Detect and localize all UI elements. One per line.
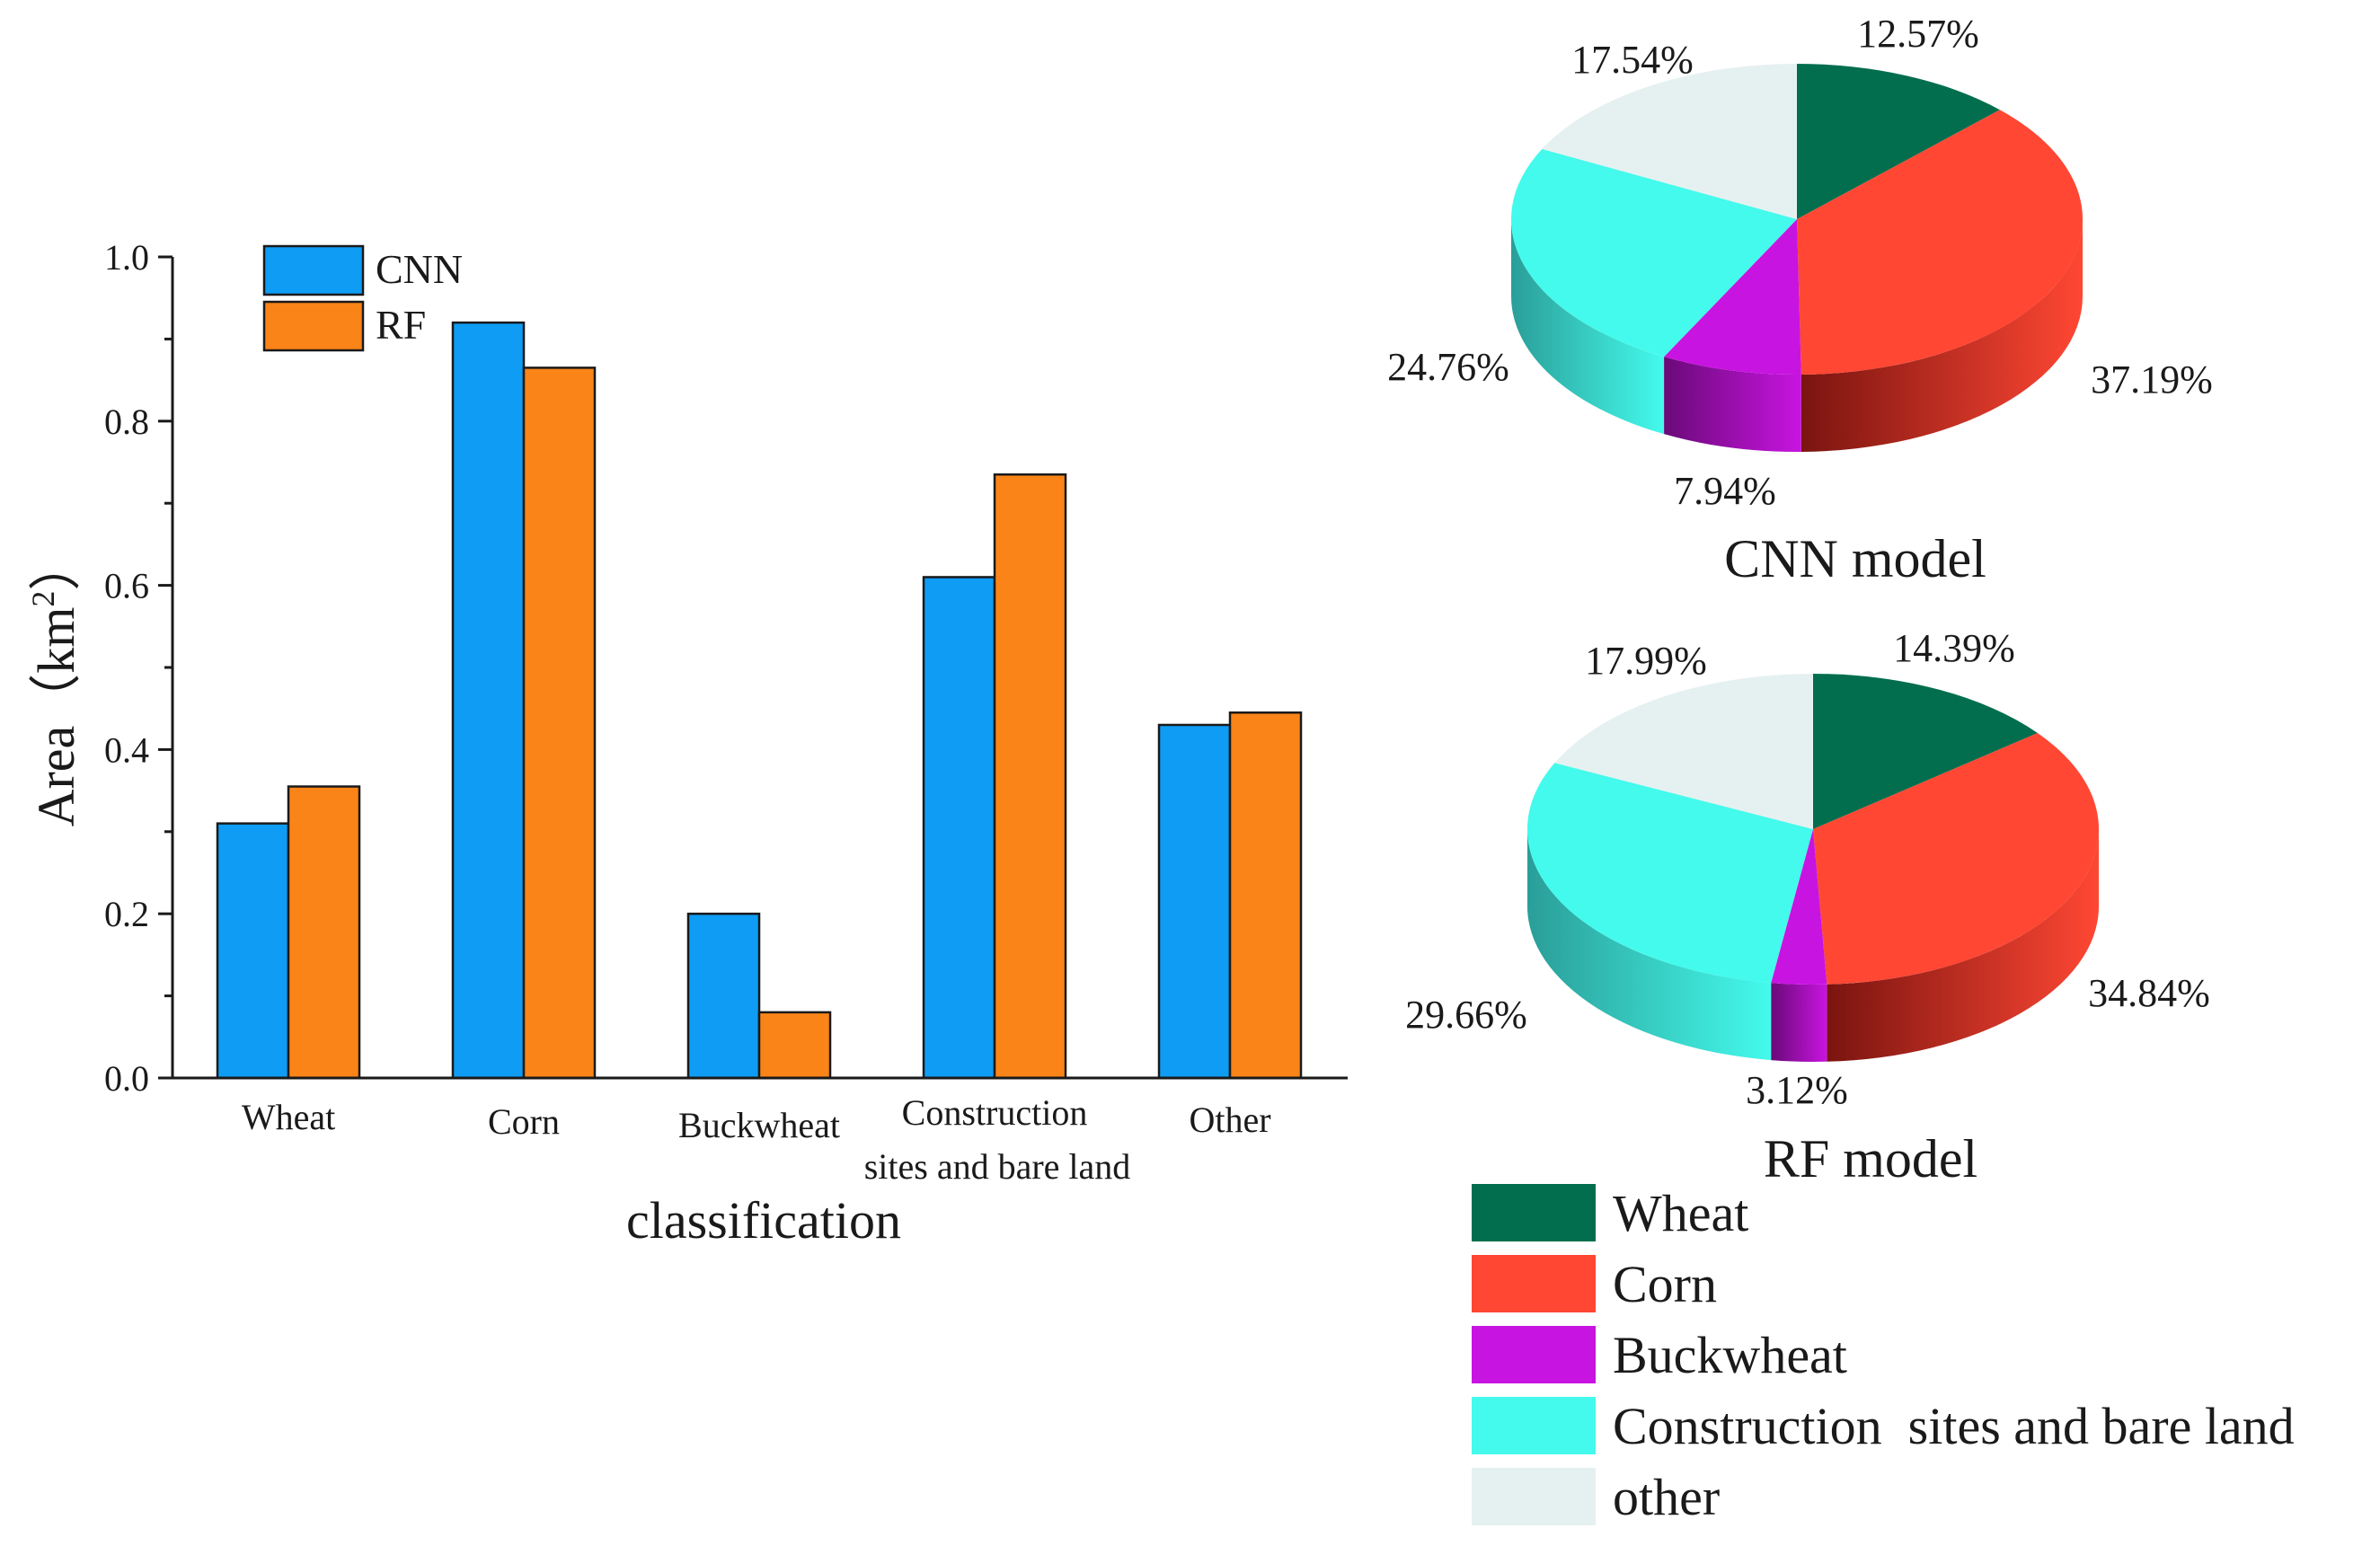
bar-rf-other — [1228, 711, 1303, 1080]
legend-label-construction: Construction sites and bare land — [1613, 1397, 2295, 1455]
legend-label-corn: Corn — [1613, 1255, 1717, 1313]
pie-title-cnn: CNN model — [1724, 529, 1986, 588]
pie-side-corn — [1827, 829, 2099, 1062]
legend-label-rf: RF — [376, 302, 426, 348]
y-tick-label: 1.0 — [104, 237, 149, 278]
bar-cnn-wheat — [216, 822, 290, 1080]
legend-swatch-corn — [1472, 1255, 1596, 1312]
pie-sides — [1527, 829, 2099, 1062]
x-tick-label: Construction — [902, 1092, 1088, 1133]
pct-label-wheat: 14.39% — [1893, 626, 2015, 670]
pie-labels-rf: 14.39% 34.84% 3.12% 29.66% 17.99% — [1405, 626, 2210, 1112]
bar-rf-construction — [993, 473, 1067, 1080]
pie-slice-buckwheat — [1664, 219, 1801, 375]
legend-swatch-other — [1472, 1468, 1596, 1525]
legend-swatch-wheat — [1472, 1184, 1596, 1241]
x-tick-label: sites and bare land — [864, 1146, 1131, 1187]
pie-legend: Wheat Corn Buckwheat Construction sites … — [1472, 1184, 2295, 1526]
pie-slice-other — [1542, 64, 1797, 219]
pie-slice-construction — [1510, 148, 1797, 358]
y-tick-label: 0.2 — [104, 894, 149, 934]
y-tick-label: 0.0 — [104, 1058, 149, 1099]
pie-top — [1510, 64, 2083, 375]
bar-cnn-other — [1157, 723, 1232, 1080]
pie-slice-wheat — [1813, 674, 2038, 829]
legend-label-buckwheat: Buckwheat — [1613, 1326, 1847, 1384]
pie-side-construction — [1527, 829, 1772, 1061]
bar-cnn-construction — [922, 576, 996, 1080]
pie-slice-corn — [1813, 733, 2099, 985]
pie-slice-buckwheat — [1771, 829, 1827, 985]
bar-chart: 0.0 0.2 0.4 0.6 0.8 1.0 Wheat Corn Buckwheat Con… — [25, 237, 1348, 1250]
pct-label-construction: 29.66% — [1405, 993, 1527, 1037]
pie-chart-rf — [1526, 673, 2099, 1062]
pct-label-other: 17.54% — [1571, 38, 1694, 82]
x-tick-label: Wheat — [242, 1097, 335, 1137]
bar-cnn-buckwheat — [686, 912, 761, 1080]
legend-label-cnn: CNN — [376, 246, 463, 292]
legend-swatch-buckwheat — [1472, 1326, 1596, 1383]
pct-label-buckwheat: 7.94% — [1674, 469, 1776, 513]
legend-swatch-cnn — [262, 244, 365, 296]
y-tick-label: 0.4 — [104, 729, 149, 770]
axes — [171, 257, 1348, 1080]
bars — [216, 321, 1303, 1080]
bar-rf-wheat — [287, 785, 361, 1080]
y-tick-label: 0.6 — [104, 566, 149, 606]
pie-side-construction — [1511, 219, 1665, 435]
x-tick-label: Buckwheat — [678, 1105, 840, 1145]
pct-label-corn: 37.19% — [2091, 358, 2213, 402]
bar-legend: CNN RF — [262, 244, 463, 352]
y-axis-ticks: 0.0 0.2 0.4 0.6 0.8 1.0 — [104, 237, 173, 1099]
legend-label-other: other — [1613, 1468, 1720, 1526]
pie-chart-cnn — [1510, 64, 2083, 452]
bar-cnn-corn — [451, 321, 526, 1080]
pie-side-buckwheat — [1664, 357, 1801, 452]
pie-sides — [1511, 219, 2083, 452]
x-tick-label: Other — [1189, 1100, 1270, 1140]
bar-rf-buckwheat — [757, 1011, 832, 1080]
pct-label-buckwheat: 3.12% — [1746, 1068, 1848, 1112]
pie-slice-corn — [1797, 110, 2083, 375]
y-tick-label: 0.8 — [104, 402, 149, 442]
x-tick-labels: Wheat Corn Buckwheat Construction sites and … — [242, 1092, 1271, 1187]
x-tick-label: Corn — [488, 1101, 560, 1142]
x-axis-title: classification — [626, 1191, 901, 1250]
legend-swatch-rf — [262, 300, 365, 352]
pie-title-rf: RF model — [1764, 1129, 1977, 1188]
pct-label-construction: 24.76% — [1387, 345, 1509, 389]
pie-labels-cnn: 12.57% 37.19% 7.94% 24.76% 17.54% — [1387, 12, 2213, 513]
pct-label-other: 17.99% — [1585, 639, 1707, 683]
pie-slice-construction — [1526, 763, 1813, 984]
pie-side-buckwheat — [1771, 983, 1827, 1062]
pct-label-corn: 34.84% — [2088, 971, 2210, 1015]
bar-rf-corn — [522, 367, 597, 1080]
legend-swatch-construction — [1472, 1397, 1596, 1454]
pie-top — [1526, 673, 2099, 985]
pie-side-corn — [1800, 219, 2083, 452]
pie-slice-other — [1554, 673, 1813, 829]
pie-slice-wheat — [1797, 64, 2000, 219]
pct-label-wheat: 12.57% — [1857, 12, 1979, 56]
y-axis-title: Area（km2） — [25, 539, 85, 827]
legend-label-wheat: Wheat — [1613, 1184, 1748, 1242]
